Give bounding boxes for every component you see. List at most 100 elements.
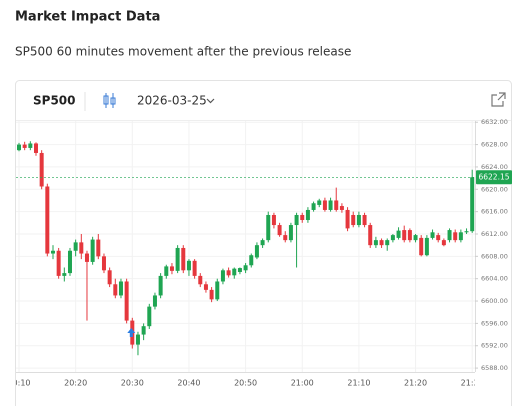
candle-body — [28, 143, 33, 148]
candle-body — [169, 266, 174, 271]
date-select[interactable]: 2026-03-25 — [137, 94, 207, 108]
candle-body — [164, 266, 169, 276]
x-tick-label: 20:40 — [177, 379, 200, 388]
x-tick-label: 20:10 — [7, 379, 30, 388]
candle-body — [186, 260, 191, 271]
candle-body — [373, 240, 378, 246]
y-tick-label: 6624.00 — [481, 163, 508, 171]
candle-body — [300, 214, 305, 221]
candle-body — [345, 209, 350, 229]
y-axis: 6588.00 6592.00 6596.00 6600.00 6604.00 6608.… — [475, 118, 508, 372]
y-tick-label: 6588.00 — [481, 364, 508, 372]
candle-body — [396, 230, 401, 238]
candle-body — [470, 177, 475, 232]
candle-body — [158, 275, 163, 296]
candle-body — [181, 247, 186, 271]
candle-body — [73, 242, 78, 251]
candle-body — [107, 270, 112, 285]
x-axis: 20:10 20:20 20:30 20:40 20:50 21:00 21:10 21:20… — [7, 379, 484, 388]
candle-body — [50, 250, 55, 254]
chart-type-icon[interactable] — [103, 93, 116, 108]
candle-body — [424, 237, 429, 256]
candle-body — [368, 225, 373, 246]
x-tick-label: 21:10 — [347, 379, 370, 388]
y-tick-label: 6632.00 — [481, 118, 508, 126]
candle-body — [45, 186, 50, 254]
candle-body — [413, 235, 418, 241]
candle-body — [215, 281, 220, 300]
candle-body — [232, 268, 237, 276]
candle-body — [90, 239, 95, 262]
candle-body — [317, 200, 322, 205]
candle-body — [266, 214, 271, 241]
y-tick-label: 6596.00 — [481, 319, 508, 327]
x-tick-label: 20:20 — [64, 379, 87, 388]
candle-body — [101, 256, 106, 271]
y-tick-label: 6628.00 — [481, 141, 508, 149]
page-subtitle: SP500 60 minutes movement after the prev… — [15, 45, 351, 59]
x-tick-label: 21:20 — [404, 379, 427, 388]
candle-body — [351, 214, 356, 226]
candle-body — [220, 270, 225, 282]
candle-body — [311, 203, 316, 210]
candle-body — [39, 152, 44, 187]
candle-body — [277, 225, 282, 236]
y-tick-label: 6608.00 — [481, 252, 508, 260]
candle-body — [419, 237, 424, 256]
dropdown-chevron[interactable] — [206, 98, 215, 104]
symbol[interactable]: SP500 — [33, 94, 76, 108]
candle-body — [407, 230, 412, 241]
candle-body — [430, 232, 435, 238]
candle-body — [362, 214, 367, 226]
plot — [16, 141, 475, 356]
candle-body — [458, 232, 463, 241]
candle-body — [17, 144, 21, 151]
candle-body — [147, 306, 152, 327]
candle-body — [84, 253, 89, 262]
candle-body — [243, 265, 248, 271]
external-link-icon[interactable] — [491, 92, 506, 107]
candle-body — [379, 240, 384, 246]
candle-body — [453, 232, 458, 241]
y-tick-label: 6600.00 — [481, 297, 508, 305]
candle-body — [356, 214, 361, 226]
candle-body — [175, 247, 180, 271]
y-tick-label: 6620.00 — [481, 185, 508, 193]
candle-body — [402, 230, 407, 241]
x-tick-label: 20:50 — [234, 379, 257, 388]
x-tick-label: 21:30 — [461, 379, 484, 388]
candle-body — [436, 235, 441, 241]
candle-body — [209, 289, 214, 300]
candle-body — [62, 273, 67, 276]
candle-body — [135, 334, 140, 345]
candle-body — [254, 245, 259, 258]
candle-body — [96, 239, 101, 257]
candle-body — [334, 200, 339, 210]
candle-body — [385, 240, 390, 246]
candle-body — [203, 284, 208, 290]
x-tick-label: 20:30 — [121, 379, 144, 388]
candle-body — [441, 240, 446, 246]
candle-body — [192, 260, 197, 276]
candle-body — [118, 281, 123, 296]
candle-body — [33, 143, 38, 153]
candle-body — [152, 295, 157, 307]
candle-body — [447, 230, 452, 241]
candle-body — [141, 326, 146, 335]
release-marker — [127, 328, 136, 337]
candle-body — [198, 275, 203, 285]
candle-body — [288, 225, 293, 241]
candle-body — [249, 255, 254, 266]
candle-body — [271, 214, 276, 226]
y-tick-label: 6616.00 — [481, 208, 508, 216]
y-tick-label: 6612.00 — [481, 230, 508, 238]
candle-body — [294, 214, 299, 226]
candle-body — [113, 284, 118, 296]
candle-body — [464, 231, 469, 233]
y-tick-label: 6604.00 — [481, 275, 508, 283]
page-title: Market Impact Data — [15, 10, 160, 25]
candle-body — [67, 250, 72, 274]
candle-body — [390, 235, 395, 241]
